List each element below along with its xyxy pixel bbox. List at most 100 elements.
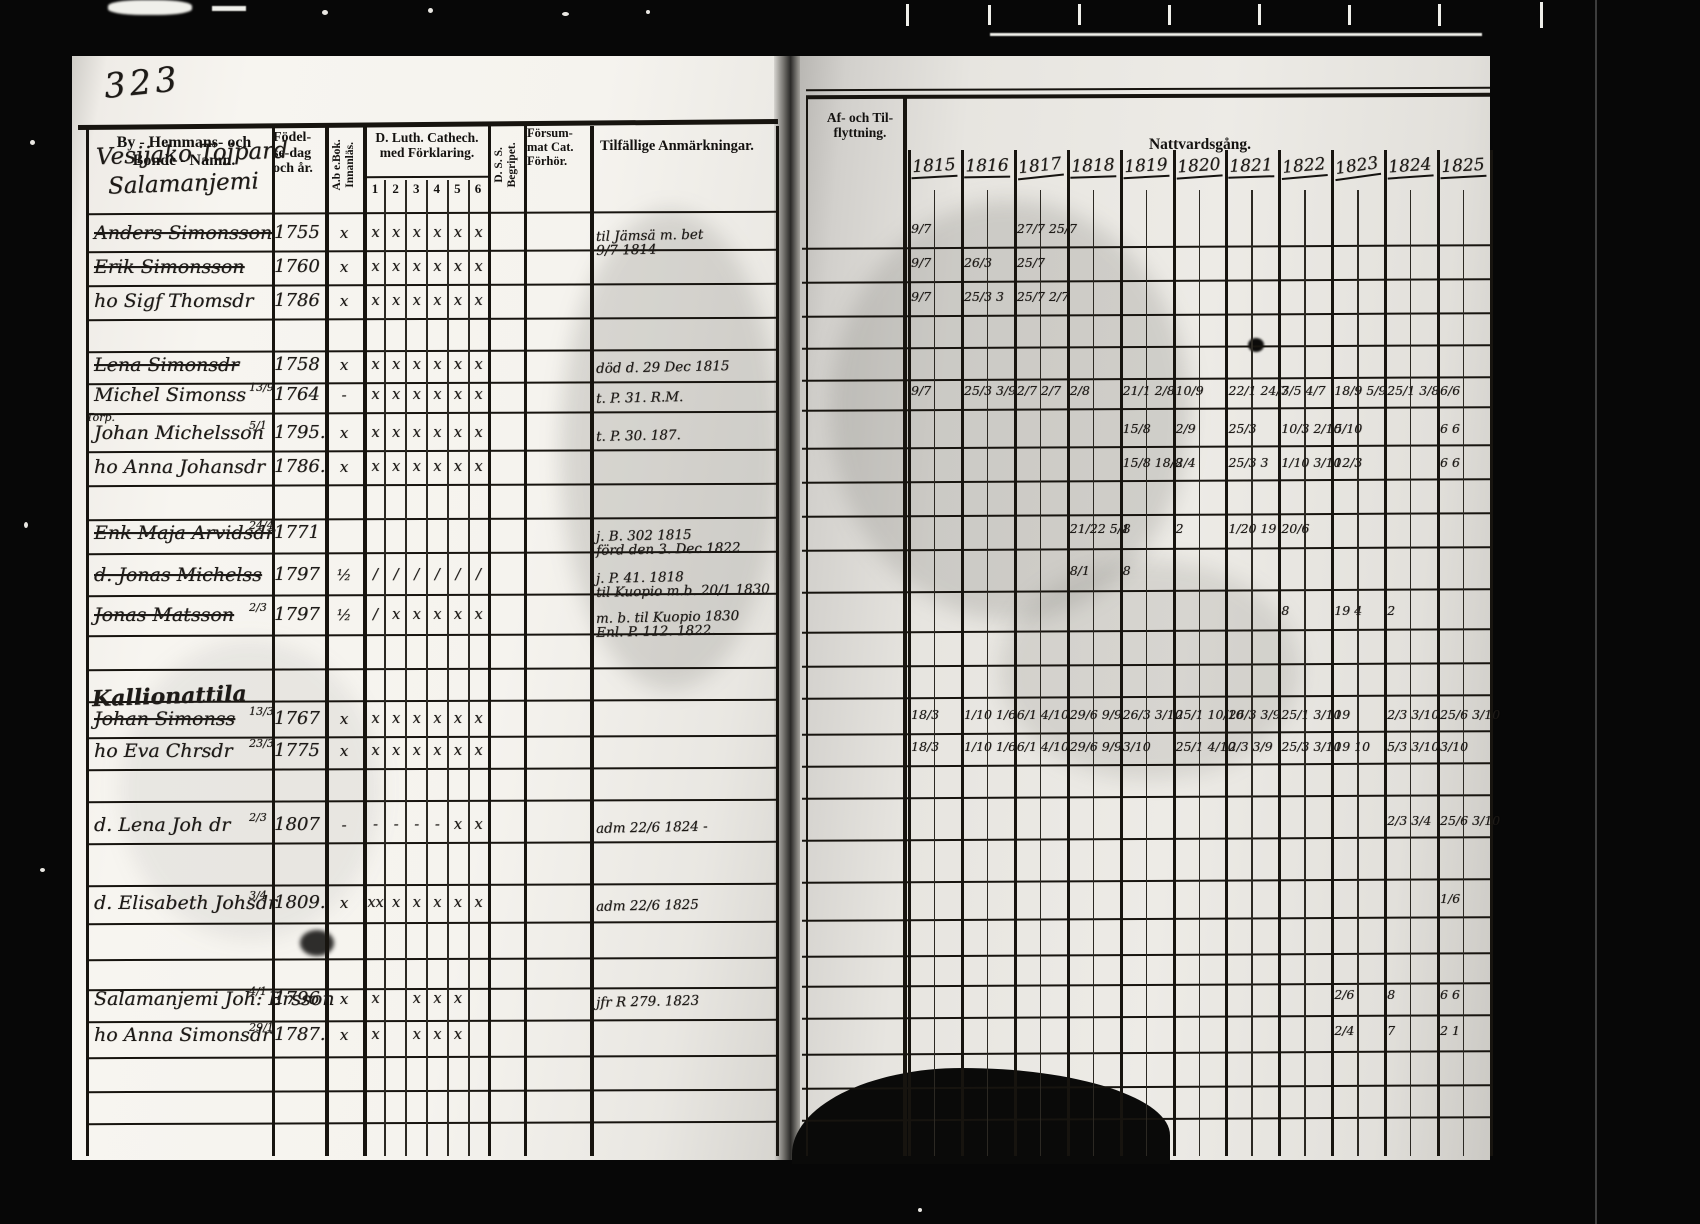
communion-date: 12/3 — [1334, 455, 1363, 470]
catechism-mark: x — [474, 387, 483, 403]
row-name: Michel Simonss — [94, 384, 247, 406]
grid-vline — [86, 126, 89, 1156]
film-tick — [1078, 4, 1081, 25]
catechism-mark: x — [474, 293, 483, 309]
grid-vline — [960, 150, 964, 1156]
catechism-mark: / — [476, 567, 481, 583]
catechism-mark: / — [414, 567, 420, 583]
birth-date-fraction: 29/1 — [249, 1021, 274, 1034]
film-speck — [24, 522, 28, 528]
film-tick — [1438, 4, 1441, 26]
communion-date: 25/1 3/10 — [1281, 707, 1342, 722]
catechism-mark: x — [412, 357, 421, 373]
communion-date: 2/9 — [1175, 421, 1196, 436]
catechism-mark: x — [392, 387, 401, 403]
catechism-mark: x — [371, 293, 380, 309]
grid-vline-thin — [447, 180, 449, 1156]
communion-date: 9/7 — [911, 221, 932, 236]
birth-year: 1795. — [274, 422, 326, 443]
year-subdivider — [1410, 190, 1412, 1156]
communion-date: 26/3 3/10 — [1122, 707, 1183, 722]
communion-date: 26/3 3/9 — [1228, 707, 1281, 722]
catechism-mark: x — [453, 425, 462, 441]
catechism-mark: x — [453, 991, 462, 1007]
catechism-mark: x — [371, 459, 380, 475]
catechism-mark: x — [412, 743, 421, 759]
communion-date: 18/9 5/9 — [1334, 383, 1387, 398]
catechism-mark: x — [453, 357, 462, 373]
birth-date-fraction: 13/3 — [249, 705, 274, 718]
year-label: 1825 — [1439, 154, 1487, 180]
catechism-mark: - — [393, 817, 399, 833]
year-subdivider — [1198, 190, 1200, 1156]
catechism-mark: x — [392, 225, 401, 241]
communion-date: 25/6 3/10 — [1440, 707, 1501, 722]
communion-date: 6 6 — [1440, 421, 1460, 436]
reading-mark: x — [339, 1026, 349, 1044]
note-annotation: m. b. til Kuopio 1830 Enl. P. 112. 1822. — [595, 607, 740, 642]
row-name: ho Eva Chrsdr — [94, 740, 233, 762]
communion-date: 2/8 — [1069, 383, 1090, 398]
film-margin-bottom — [0, 1158, 1700, 1224]
communion-date: 5/10 — [1334, 421, 1363, 436]
communion-date: 1/6 — [1440, 891, 1461, 906]
reading-mark: x — [339, 258, 349, 276]
birth-year: 1758 — [274, 354, 320, 375]
film-scratch — [108, 0, 192, 15]
reading-mark: ½ — [336, 606, 352, 624]
communion-date: 2/4 — [1334, 1023, 1355, 1038]
row-name: Lena Simonsdr — [94, 354, 240, 376]
birth-year: 1787. — [274, 1024, 326, 1045]
row-name: d. Lena Joh dr — [94, 814, 231, 836]
catechism-mark: x — [371, 711, 380, 727]
grid-vline — [590, 126, 594, 1156]
year-label: 1818 — [1069, 155, 1117, 179]
row-name: Erik Simonsson — [94, 256, 245, 278]
communion-date: 25/3 3 — [1228, 455, 1269, 470]
catechism-mark: x — [371, 387, 380, 403]
row-name: ho Anna Johansdr — [94, 456, 266, 478]
note-annotation: til Jämsä m. bet 9/7 1814 — [595, 226, 704, 260]
cat-subcol-number: 6 — [474, 181, 482, 196]
communion-date: 2/3 3/4 — [1387, 813, 1432, 828]
paper-stain — [1000, 560, 1300, 780]
communion-date: 25/7 — [1016, 255, 1045, 270]
reading-mark: ½ — [336, 566, 352, 584]
birth-date-fraction: 5/1 — [249, 419, 267, 432]
catechism-mark: x — [474, 459, 483, 475]
catechism-mark: x — [433, 895, 442, 911]
grid-vline — [1013, 150, 1017, 1156]
communion-date: 2 — [1175, 521, 1184, 536]
catechism-mark: x — [412, 711, 421, 727]
catechism-mark: x — [453, 817, 462, 833]
cat-subcol-number: 5 — [454, 181, 461, 196]
film-speck — [646, 10, 650, 14]
communion-date: 9/7 — [911, 383, 932, 398]
communion-date: 2/7 2/7 — [1016, 383, 1062, 398]
communion-date: 25/1 10/10 — [1175, 707, 1244, 722]
catechism-mark: x — [412, 1027, 421, 1043]
row-name: Johan Simonss — [94, 708, 236, 730]
communion-date: 25/1 4/10 — [1175, 739, 1236, 754]
grid-vline — [488, 126, 491, 1156]
book-fold-gutter — [774, 56, 804, 1160]
reading-mark: - — [341, 386, 347, 404]
film-speck — [30, 140, 35, 145]
cat-subcol-number: 4 — [433, 181, 441, 196]
grid-vline — [908, 150, 911, 1156]
birth-year: 1796 — [274, 988, 320, 1009]
birth-year: 1764 — [274, 384, 320, 405]
catechism-mark: x — [433, 425, 442, 441]
grid-vline-thin — [384, 180, 386, 1156]
reading-mark: x — [339, 894, 349, 912]
catechism-mark: x — [412, 425, 421, 441]
catechism-mark: x — [433, 293, 442, 309]
catechism-mark: x — [433, 607, 442, 623]
catechism-mark: x — [433, 259, 442, 275]
film-tick — [988, 5, 991, 25]
grid-vline — [1172, 150, 1176, 1156]
communion-date: 7 — [1387, 1023, 1396, 1038]
catechism-mark: x — [474, 259, 483, 275]
row-name: Enk Maja Arvidsdr — [94, 522, 275, 544]
film-tick — [1168, 5, 1171, 25]
